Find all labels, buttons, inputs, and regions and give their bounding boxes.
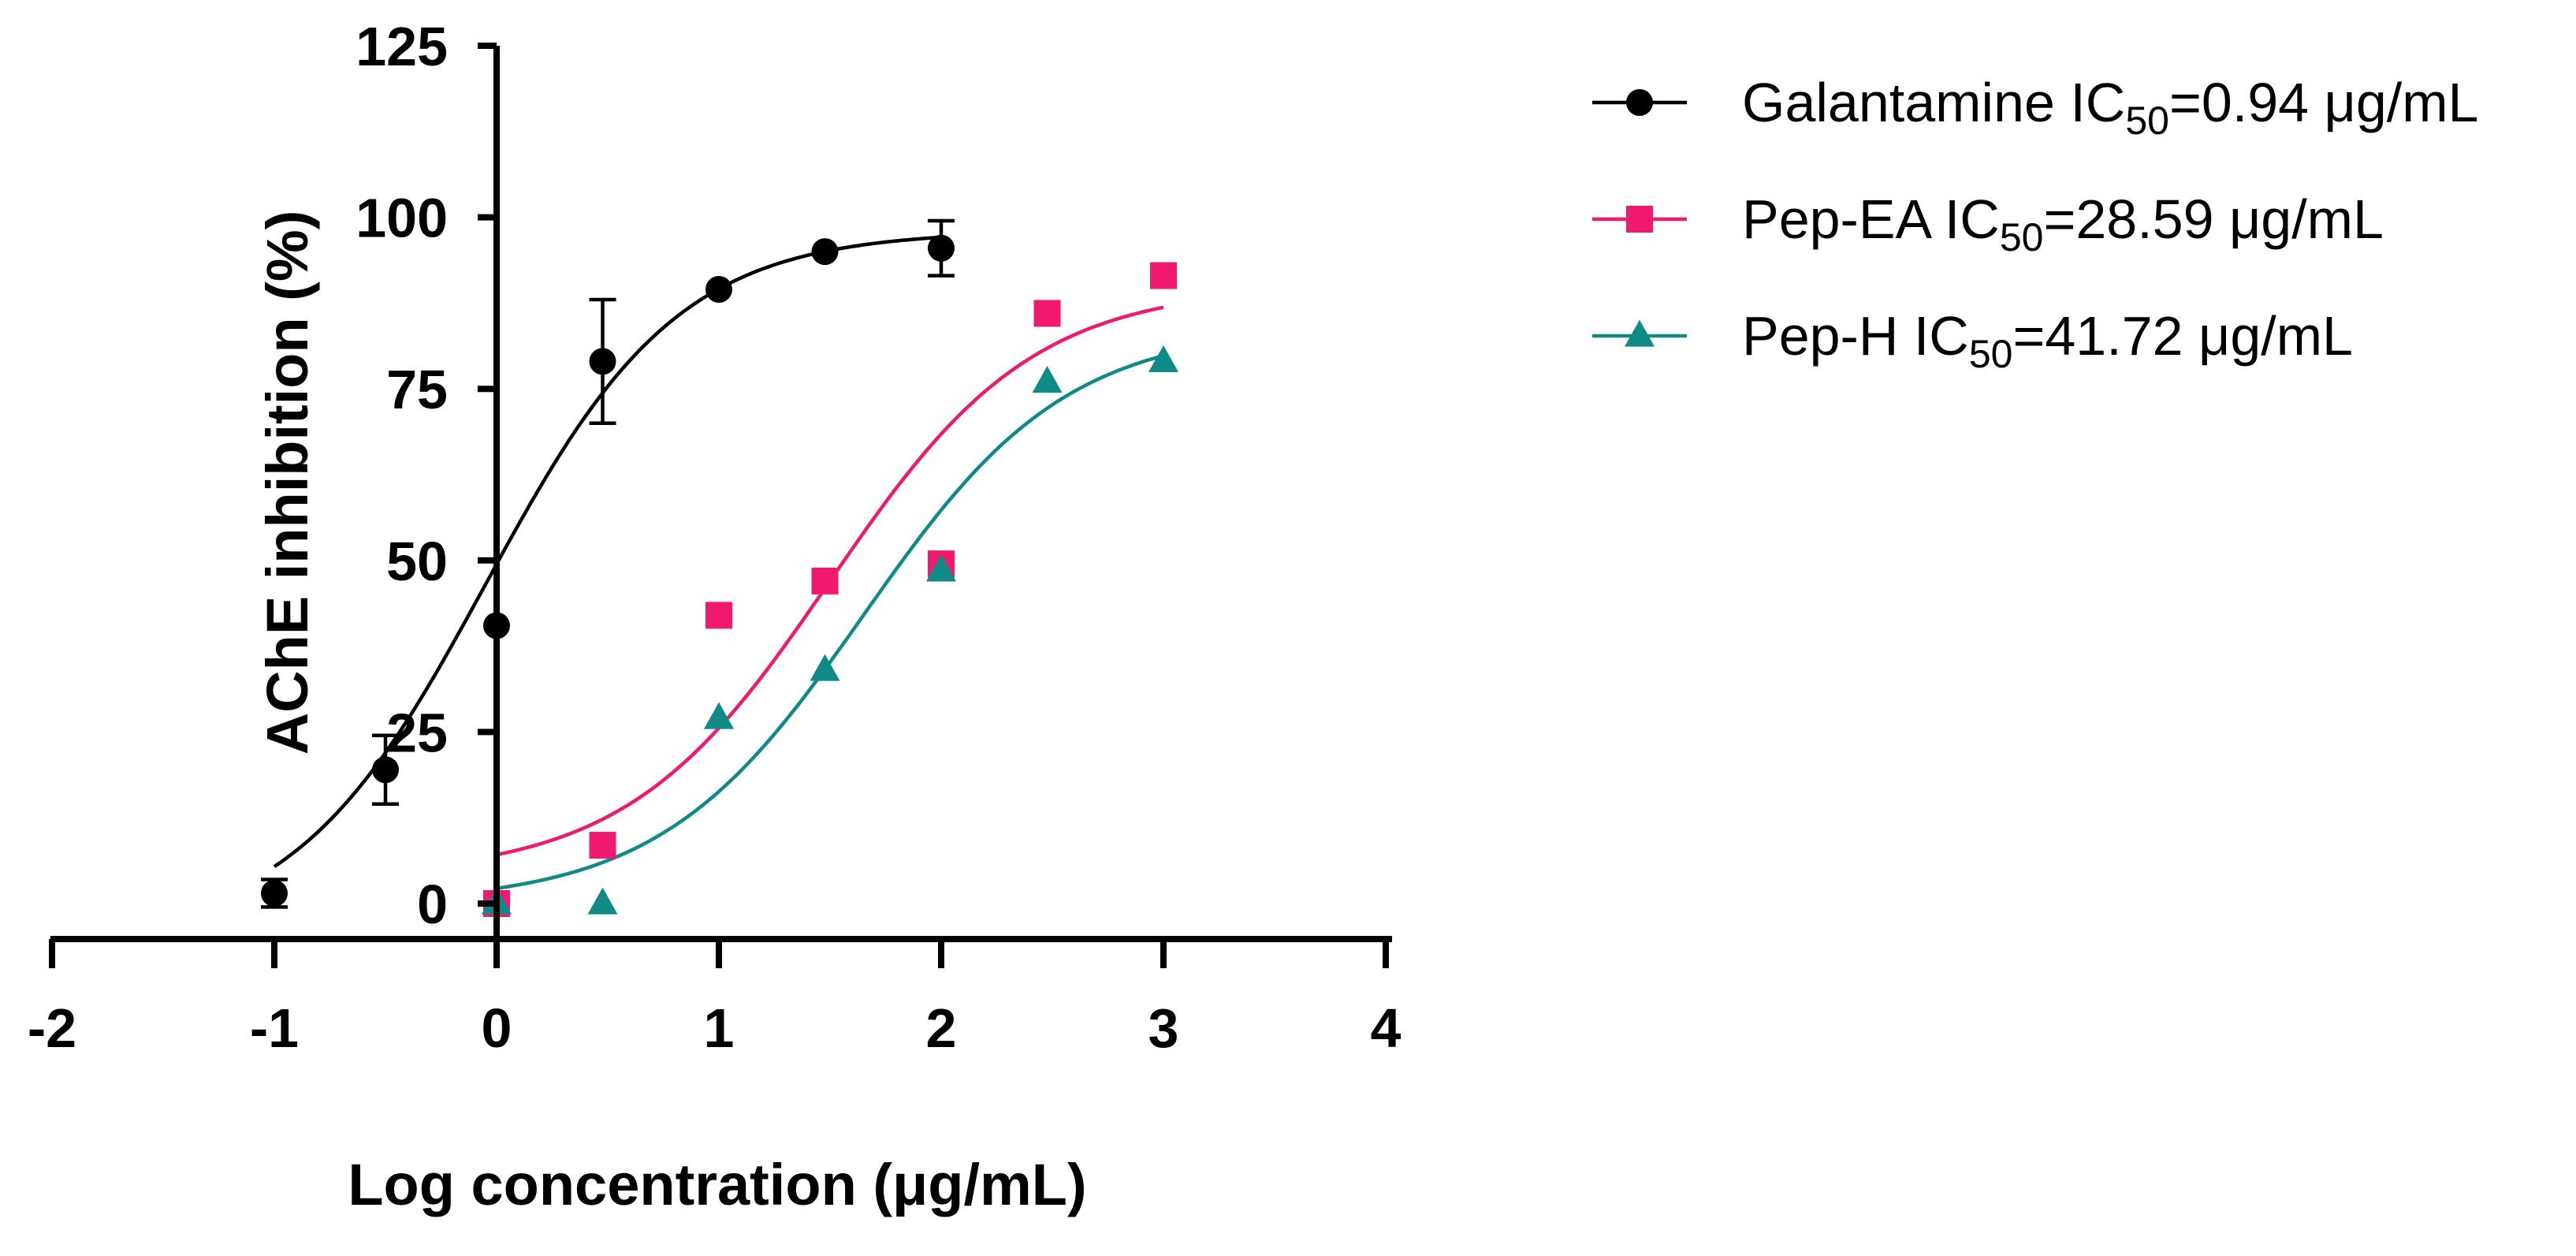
- legend: Galantamine IC50=0.94 μg/mL Pep-EA IC50=2…: [1592, 72, 2479, 376]
- data-point-pep-h: [810, 654, 840, 681]
- data-point-pep-ea: [811, 567, 839, 594]
- data-point-pep-ea: [589, 832, 616, 859]
- data-point-pep-h: [1148, 345, 1178, 372]
- y-tick-label: 75: [386, 359, 448, 420]
- legend-label-pep-ea: Pep-EA IC50=28.59 μg/mL: [1742, 188, 2384, 259]
- x-tick-label: 2: [926, 997, 957, 1059]
- x-tick-label: 3: [1148, 997, 1179, 1059]
- data-point-pep-ea: [1150, 262, 1177, 289]
- x-tick-label: 1: [704, 997, 735, 1059]
- y-tick-label: 50: [386, 531, 448, 592]
- y-tick-label: 0: [417, 874, 448, 935]
- x-tick-label: 0: [482, 997, 512, 1059]
- x-axis-ticks: -2 -1 0 1 2 3 4: [28, 939, 1402, 1059]
- data-point-galantamine: [811, 238, 839, 266]
- data-point-pep-h: [704, 702, 734, 729]
- y-tick-label: 25: [386, 702, 448, 763]
- x-tick-label: -1: [250, 997, 299, 1059]
- data-point-pep-h: [1032, 366, 1063, 393]
- y-tick-label: 100: [356, 188, 448, 249]
- data-point-galantamine: [589, 348, 616, 375]
- data-point-galantamine: [261, 879, 288, 907]
- data-point-galantamine: [705, 275, 732, 303]
- data-point-pep-h: [926, 554, 956, 582]
- legend-label-galantamine: Galantamine IC50=0.94 μg/mL: [1742, 72, 2479, 143]
- y-axis-title: AChE inhibition (%): [255, 211, 320, 755]
- legend-marker-galantamine: [1626, 89, 1653, 116]
- legend-marker-pep-ea: [1626, 206, 1653, 233]
- data-point-pep-h: [587, 887, 618, 915]
- x-tick-label: -2: [28, 997, 76, 1059]
- legend-marker-pep-h: [1625, 319, 1655, 347]
- x-axis-title: Log concentration (μg/mL): [348, 1152, 1086, 1217]
- y-axis-ticks: 0 25 50 75 100 125: [356, 16, 497, 935]
- data-point-galantamine: [928, 234, 955, 262]
- data-points: [261, 234, 1178, 917]
- fit-curve-pep-h: [496, 353, 1164, 890]
- data-point-pep-ea: [705, 602, 732, 629]
- legend-label-pep-h: Pep-H IC50=41.72 μg/mL: [1742, 305, 2353, 376]
- y-tick-label: 125: [356, 16, 448, 77]
- data-point-pep-ea: [1033, 300, 1061, 327]
- data-point-galantamine: [372, 756, 399, 784]
- error-bars: [261, 218, 955, 909]
- x-tick-label: 4: [1371, 997, 1402, 1059]
